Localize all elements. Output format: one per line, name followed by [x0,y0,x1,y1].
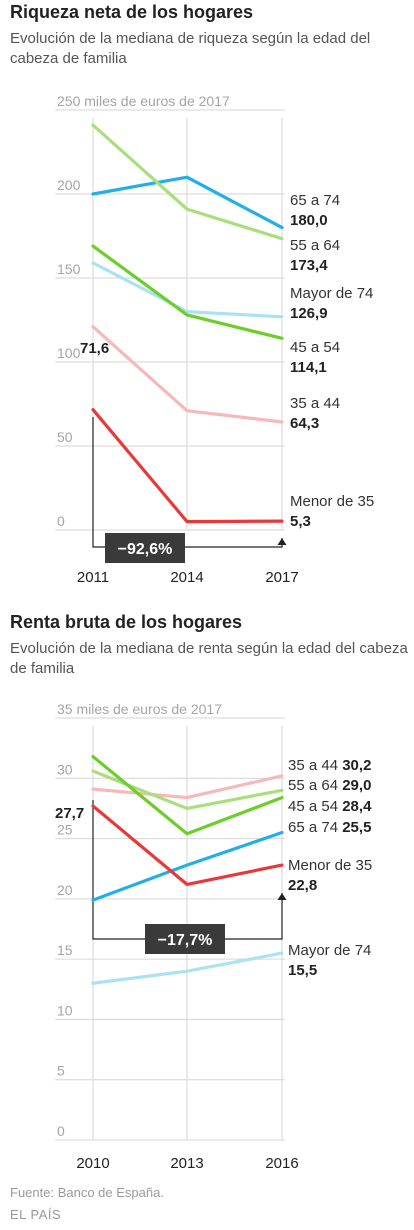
series-name-label: 35 a 44 [290,395,340,412]
chart2-title: Renta bruta de los hogares [10,612,243,632]
change-annotation-box [145,924,225,954]
series-value-label: 114,1 [290,359,327,376]
series-name-label: 35 a 44 30,2 [288,757,371,774]
series-line-menor-de-35 [91,804,284,886]
series-value-label: 5,3 [290,513,311,530]
start-value-label: 71,6 [80,340,109,357]
chart2-subtitle: Evolución de la mediana de renta según l… [10,640,408,677]
series-name-label: 65 a 74 [290,192,340,209]
y-tick-label: 35 miles de euros de 2017 [57,701,222,717]
series-line-65-a-74 [91,830,284,902]
y-tick-label: 5 [57,1063,65,1079]
wealth-line-chart: 0 50 100 150 200 250 miles de euros de 2017 20… [55,93,374,586]
series-value-label: 29,0 [342,777,371,794]
series-name-label: 45 a 54 28,4 [288,798,372,815]
x-tick-label: 2014 [170,569,203,586]
y-tick-label: 0 [57,513,65,529]
chart1-title: Riqueza neta de los hogares [10,2,254,22]
series-value-label: 28,4 [342,798,372,815]
income-line-chart: 0 5 10 15 20 25 30 35 miles de euros de 2017 201… [55,701,372,1172]
y-tick-label: 50 [57,429,73,445]
y-tick-label: 250 miles de euros de 2017 [57,93,230,109]
series-value-label: 64,3 [290,415,319,432]
y-tick-label: 100 [57,345,81,361]
series-line-mayor-de-74 [91,951,284,985]
y-tick-label: 0 [57,1123,65,1139]
series-value-label: 30,2 [342,757,371,774]
series-value-label: 25,5 [342,819,371,836]
x-tick-label: 2013 [170,1155,203,1172]
series-line-mayor-de-74 [91,261,284,319]
chart1-subtitle: Evolución de la mediana de riqueza según… [10,30,371,67]
series-line-45-a-54 [91,244,284,340]
y-tick-label: 30 [57,761,73,777]
change-arrowhead [277,893,287,900]
change-arrowhead [277,538,287,545]
y-tick-label: 200 [57,177,81,193]
series-name-label: Menor de 35 [288,857,372,874]
x-tick-label: 2017 [265,569,298,586]
series-line-35-a-44 [91,325,284,424]
series-name-label: 65 a 74 25,5 [288,819,371,836]
series-name-label: 45 a 54 [290,339,340,356]
change-annotation-label: −17,7% [158,932,213,949]
series-name-label: 55 a 64 [290,237,340,254]
series-name-label: 55 a 64 29,0 [288,777,371,794]
y-tick-label: 10 [57,1002,73,1018]
y-tick-label: 150 [57,261,81,277]
y-tick-label: 25 [57,822,73,838]
change-annotation-label: −92,6% [118,541,173,558]
y-tick-label: 15 [57,942,73,958]
start-value-label: 27,7 [55,805,84,822]
x-tick-label: 2016 [265,1155,298,1172]
series-line-45-a-54 [91,754,284,836]
series-line-55-a-64 [91,123,284,241]
change-annotation-box [105,533,185,563]
series-name-label: Mayor de 74 [290,285,373,302]
series-value-label: 173,4 [290,257,328,274]
y-tick-label: 20 [57,882,73,898]
x-tick-label: 2010 [76,1155,109,1172]
x-tick-label: 2011 [77,569,109,586]
series-name-label: Mayor de 74 [288,942,371,959]
series-value-label: 126,9 [290,305,328,322]
series-value-label: 15,5 [288,962,317,979]
series-value-label: 22,8 [288,877,317,894]
series-line-65-a-74 [91,175,284,230]
series-name-label: Menor de 35 [290,493,374,510]
brand-logo: EL PAÍS [10,1207,62,1222]
series-value-label: 180,0 [290,212,328,229]
series-line-35-a-44 [91,774,284,800]
series-line-menor-de-35 [91,408,284,524]
source-note: Fuente: Banco de España. [10,1185,164,1200]
